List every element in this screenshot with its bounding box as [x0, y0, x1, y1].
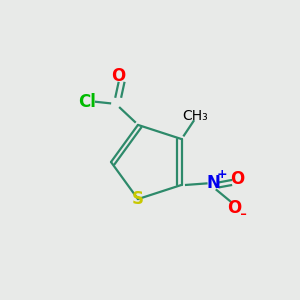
- Text: N: N: [206, 174, 220, 192]
- Text: Cl: Cl: [78, 93, 96, 111]
- Text: +: +: [217, 168, 227, 181]
- Text: -: -: [240, 205, 247, 224]
- Text: O: O: [111, 67, 126, 85]
- Text: O: O: [230, 170, 245, 188]
- Text: O: O: [227, 199, 241, 217]
- Text: S: S: [132, 190, 144, 208]
- Text: CH₃: CH₃: [182, 109, 208, 123]
